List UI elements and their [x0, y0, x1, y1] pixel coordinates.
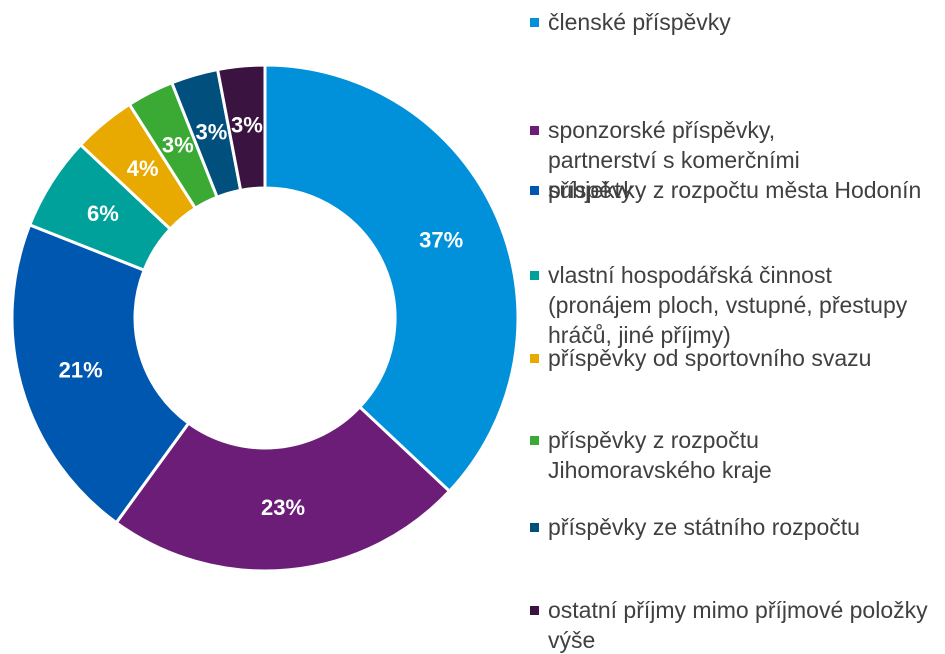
legend-swatch — [530, 354, 539, 363]
legend-item: příspěvky ze státního rozpočtu — [530, 512, 945, 542]
donut-plot: 37%23%21%6%4%3%3% 3% — [10, 63, 520, 573]
legend-item: příspěvky z rozpočtu města Hodonín — [530, 175, 928, 205]
legend-swatch — [530, 18, 539, 27]
legend-swatch — [530, 271, 539, 280]
data-label: 3% — [231, 113, 263, 138]
data-label: 21% — [59, 357, 103, 382]
data-label: 23% — [261, 495, 305, 520]
donut-slice — [114, 404, 452, 573]
legend-swatch — [530, 436, 539, 445]
legend-label: příspěvky od sportovního svazu — [548, 345, 872, 371]
data-label: 6% — [87, 201, 119, 226]
legend-item: členské příspěvky — [530, 7, 945, 37]
legend-label: příspěvky z rozpočtu města Hodonín — [548, 177, 922, 203]
legend-label: sponzorské příspěvky, partnerství s kome… — [548, 117, 800, 203]
data-label: 3% — [162, 133, 194, 158]
legend-item: ostatní příjmy mimo příjmové položky výš… — [530, 595, 928, 654]
legend-swatch — [530, 523, 539, 532]
data-label: 37% — [419, 228, 463, 253]
legend-item: příspěvky z rozpočtu Jihomoravského kraj… — [530, 425, 848, 485]
legend-item: sponzorské příspěvky, partnerství s kome… — [530, 115, 868, 205]
legend-label: vlastní hospodářská činnost (pronájem pl… — [548, 262, 908, 348]
legend-label: příspěvky ze státního rozpočtu — [548, 514, 860, 540]
legend-item: příspěvky od sportovního svazu — [530, 343, 945, 373]
donut-slice — [263, 63, 520, 494]
donut-slice — [10, 222, 191, 525]
legend-swatch — [530, 606, 539, 615]
legend-label: příspěvky z rozpočtu Jihomoravského kraj… — [548, 427, 772, 483]
legend-item: vlastní hospodářská činnost (pronájem pl… — [530, 260, 913, 350]
data-label: 4% — [127, 156, 159, 181]
legend-swatch — [530, 126, 539, 135]
donut-slice — [215, 63, 267, 193]
data-label: 3% — [196, 119, 228, 144]
legend-label: členské příspěvky — [548, 9, 731, 35]
legend-swatch — [530, 186, 539, 195]
legend-label: ostatní příjmy mimo příjmové položky výš… — [548, 597, 928, 653]
